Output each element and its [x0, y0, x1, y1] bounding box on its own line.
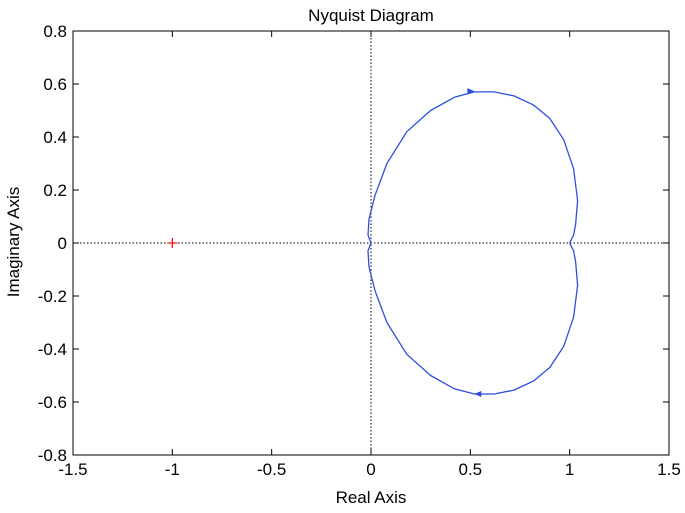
x-tick-label: 1 [565, 460, 574, 479]
x-tick-label: 0.5 [459, 460, 483, 479]
y-axis-title: Imaginary Axis [4, 187, 23, 298]
y-tick-label: 0.8 [43, 22, 67, 41]
axis-ticks [72, 30, 670, 456]
y-tick-label: 0.2 [43, 181, 67, 200]
y-tick-label: -0.2 [38, 287, 67, 306]
x-axis-title: Real Axis [336, 488, 407, 507]
x-tick-label: 0 [366, 460, 375, 479]
direction-arrow-1 [467, 88, 475, 95]
x-tick-label: 1.5 [657, 460, 681, 479]
nyquist-curve [367, 91, 579, 395]
x-tick-label: -0.5 [257, 460, 286, 479]
plot-area [72, 30, 670, 456]
y-tick-label: 0.6 [43, 75, 67, 94]
y-tick-label: -0.4 [38, 340, 67, 359]
tick-labels: -1.5 -1 -0.5 0 0.5 1 1.5 -0.8 -0.6 -0.4 -0.2 0 0.2 0.… [38, 22, 681, 479]
y-tick-label: -0.6 [38, 393, 67, 412]
direction-arrow-2 [474, 391, 482, 398]
y-tick-label: 0.4 [43, 128, 67, 147]
y-tick-label: -0.8 [38, 446, 67, 465]
x-tick-label: -1.5 [58, 460, 87, 479]
y-tick-label: 0 [58, 234, 67, 253]
x-tick-label: -1 [165, 460, 180, 479]
chart-title: Nyquist Diagram [308, 6, 434, 25]
